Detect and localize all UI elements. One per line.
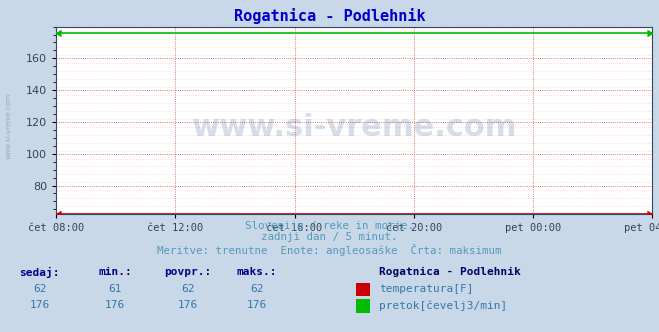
Text: 176: 176 [247, 300, 267, 310]
Text: 62: 62 [181, 284, 194, 294]
Text: pretok[čevelj3/min]: pretok[čevelj3/min] [379, 300, 507, 311]
Text: sedaj:: sedaj: [19, 267, 60, 278]
Text: 176: 176 [178, 300, 198, 310]
Text: Slovenija / reke in morje.: Slovenija / reke in morje. [245, 221, 414, 231]
Text: 62: 62 [33, 284, 46, 294]
Text: temperatura[F]: temperatura[F] [379, 284, 473, 294]
Text: Meritve: trenutne  Enote: angleosaške  Črta: maksimum: Meritve: trenutne Enote: angleosaške Črt… [158, 244, 501, 256]
Text: www.si-vreme.com: www.si-vreme.com [5, 93, 11, 159]
Text: zadnji dan / 5 minut.: zadnji dan / 5 minut. [261, 232, 398, 242]
Text: min.:: min.: [98, 267, 132, 277]
Text: 176: 176 [105, 300, 125, 310]
Text: 176: 176 [30, 300, 49, 310]
Text: Rogatnica - Podlehnik: Rogatnica - Podlehnik [234, 8, 425, 24]
Text: maks.:: maks.: [237, 267, 277, 277]
Text: 62: 62 [250, 284, 264, 294]
Text: 61: 61 [109, 284, 122, 294]
Text: www.si-vreme.com: www.si-vreme.com [192, 113, 517, 142]
Text: povpr.:: povpr.: [164, 267, 212, 277]
Text: Rogatnica - Podlehnik: Rogatnica - Podlehnik [379, 267, 521, 277]
